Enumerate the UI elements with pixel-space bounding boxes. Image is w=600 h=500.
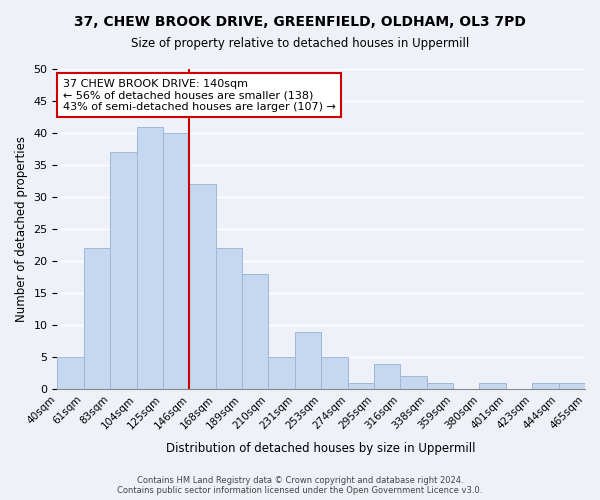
Bar — [532, 383, 559, 389]
Bar — [479, 383, 506, 389]
X-axis label: Distribution of detached houses by size in Uppermill: Distribution of detached houses by size … — [166, 442, 476, 455]
Bar — [559, 383, 585, 389]
Bar — [58, 357, 84, 389]
Bar — [190, 184, 215, 389]
Bar — [427, 383, 453, 389]
Bar — [137, 126, 163, 389]
Text: Contains HM Land Registry data © Crown copyright and database right 2024.
Contai: Contains HM Land Registry data © Crown c… — [118, 476, 482, 495]
Bar — [215, 248, 242, 389]
Bar — [374, 364, 400, 389]
Bar — [295, 332, 321, 389]
Bar — [268, 357, 295, 389]
Bar — [347, 383, 374, 389]
Bar — [163, 133, 190, 389]
Text: 37 CHEW BROOK DRIVE: 140sqm
← 56% of detached houses are smaller (138)
43% of se: 37 CHEW BROOK DRIVE: 140sqm ← 56% of det… — [62, 78, 335, 112]
Bar — [110, 152, 137, 389]
Bar — [84, 248, 110, 389]
Y-axis label: Number of detached properties: Number of detached properties — [15, 136, 28, 322]
Bar — [321, 357, 347, 389]
Bar — [242, 274, 268, 389]
Text: 37, CHEW BROOK DRIVE, GREENFIELD, OLDHAM, OL3 7PD: 37, CHEW BROOK DRIVE, GREENFIELD, OLDHAM… — [74, 15, 526, 29]
Bar — [400, 376, 427, 389]
Text: Size of property relative to detached houses in Uppermill: Size of property relative to detached ho… — [131, 38, 469, 51]
